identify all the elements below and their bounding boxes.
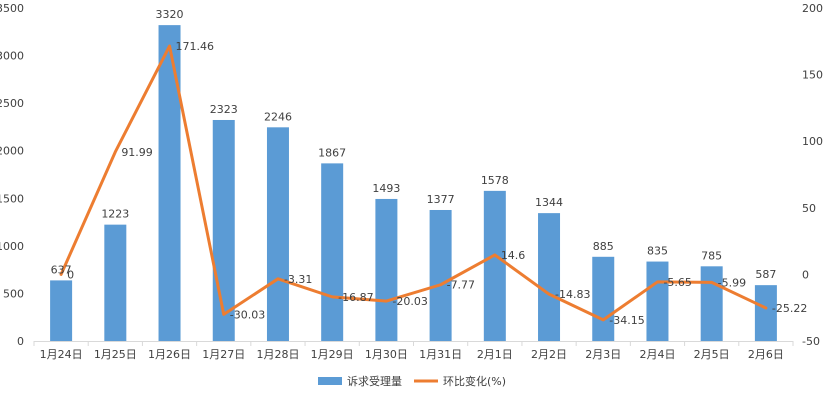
- x-tick-label: 1月30日: [365, 348, 408, 361]
- line-value-label: -20.03: [392, 295, 427, 308]
- x-tick-label: 1月28日: [256, 348, 299, 361]
- bar-value-label: 2246: [264, 110, 292, 123]
- bar: [646, 261, 669, 341]
- x-tick-label: 2月2日: [531, 348, 567, 361]
- x-tick-label: 1月25日: [94, 348, 137, 361]
- x-tick-label: 1月24日: [40, 348, 83, 361]
- line-value-label: -3.31: [284, 273, 312, 286]
- x-tick-label: 1月26日: [148, 348, 191, 361]
- y-left-tick-label: 2500: [0, 97, 24, 110]
- bar: [104, 224, 127, 341]
- axes: 1月24日 1月25日 1月26日 1月27日 1月28日 1月29日 1月30日 1月31日…: [0, 2, 823, 361]
- y-right-tick-label: 200: [802, 2, 823, 15]
- y-right-tick-label: -50: [802, 335, 820, 348]
- bar: [321, 163, 344, 341]
- bar: [158, 25, 181, 342]
- bars: [50, 25, 777, 342]
- line-value-label: -7.77: [447, 279, 475, 292]
- bar: [592, 256, 615, 341]
- line-value-label: 14.6: [501, 249, 525, 262]
- x-tick-label: 1月31日: [419, 348, 462, 361]
- y-right-tick-label: 50: [802, 202, 816, 215]
- bar-value-label: 835: [647, 245, 668, 258]
- x-tick-label: 2月5日: [694, 348, 730, 361]
- x-tick-label: 2月6日: [748, 348, 784, 361]
- x-tick-label: 2月1日: [477, 348, 513, 361]
- y-right-tick-label: 150: [802, 69, 823, 82]
- line-value-label: 171.46: [176, 40, 215, 53]
- line-value-label: -5.99: [718, 276, 746, 289]
- bar: [429, 209, 452, 341]
- y-left-tick-label: 500: [3, 287, 24, 300]
- line-value-label: -25.22: [772, 302, 807, 315]
- line-value-label: -5.65: [663, 276, 691, 289]
- x-tick-label: 2月3日: [585, 348, 621, 361]
- x-tick-label: 1月29日: [311, 348, 354, 361]
- y-left-tick-label: 0: [17, 335, 24, 348]
- y-left-tick-label: 1000: [0, 240, 24, 253]
- y-right-tick-label: 0: [802, 268, 809, 281]
- legend-label-bar: 诉求受理量: [347, 375, 402, 388]
- bar-value-label: 1223: [101, 208, 129, 221]
- legend-label-line: 环比变化(%): [443, 374, 506, 388]
- bar-value-label: 2323: [210, 103, 238, 116]
- bar-value-label: 885: [593, 240, 614, 253]
- line-value-label: -16.87: [338, 291, 373, 304]
- line-value-label: 0: [67, 268, 74, 281]
- legend: 诉求受理量 环比变化(%): [318, 374, 506, 388]
- bar: [50, 280, 73, 341]
- y-left-tick-label: 1500: [0, 192, 24, 205]
- x-tick-label: 1月27日: [202, 348, 245, 361]
- data-labels: 637 1223 3320 2323 2246 1867 1493 1377 1578 1344 8…: [51, 8, 808, 327]
- bar-value-label: 1867: [318, 146, 346, 159]
- bar-value-label: 1578: [481, 174, 509, 187]
- bar: [754, 285, 777, 341]
- bar-value-label: 587: [755, 268, 776, 281]
- legend-swatch-bar: [318, 377, 342, 385]
- bar-value-label: 785: [701, 249, 722, 262]
- line-value-label: 91.99: [121, 146, 153, 159]
- y-left-tick-label: 3500: [0, 2, 24, 15]
- line-value-label: -34.15: [609, 314, 644, 327]
- bar-value-label: 1493: [372, 182, 400, 195]
- bar: [375, 198, 398, 341]
- bar: [483, 190, 506, 341]
- bar-value-label: 3320: [156, 8, 184, 21]
- line-path: [59, 44, 768, 322]
- x-tick-label: 2月4日: [639, 348, 675, 361]
- line-series: [59, 44, 768, 322]
- y-left-tick-label: 2000: [0, 145, 24, 158]
- bar-value-label: 1377: [427, 193, 455, 206]
- y-left-tick-label: 3000: [0, 50, 24, 63]
- bar: [266, 127, 289, 341]
- bar-value-label: 1344: [535, 196, 563, 209]
- line-value-label: -30.03: [230, 308, 265, 321]
- bar-value-label: 637: [51, 263, 72, 276]
- y-right-tick-label: 100: [802, 135, 823, 148]
- line-value-label: -14.83: [555, 288, 590, 301]
- bar: [538, 213, 561, 341]
